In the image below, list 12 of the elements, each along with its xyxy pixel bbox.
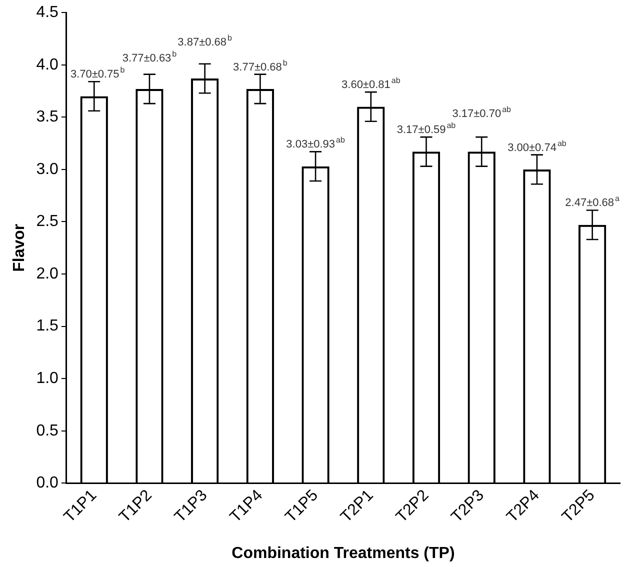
y-tick-label: 2.5 [36, 213, 59, 230]
y-tick-label: 0.5 [36, 422, 59, 440]
y-tick-label: 0.0 [36, 474, 59, 492]
x-axis-title: Combination Treatments (TP) [232, 544, 455, 562]
y-tick-label: 1.0 [36, 370, 59, 388]
y-tick-label: 3.0 [36, 160, 59, 178]
y-tick-label: 4.0 [36, 56, 59, 74]
y-tick-label: 2.0 [36, 265, 59, 282]
y-tick-label: 1.5 [36, 318, 59, 335]
y-tick-label: 3.5 [36, 108, 59, 126]
y-axis-title: Flavor [11, 224, 28, 272]
y-tick-label: 4.5 [36, 4, 59, 22]
